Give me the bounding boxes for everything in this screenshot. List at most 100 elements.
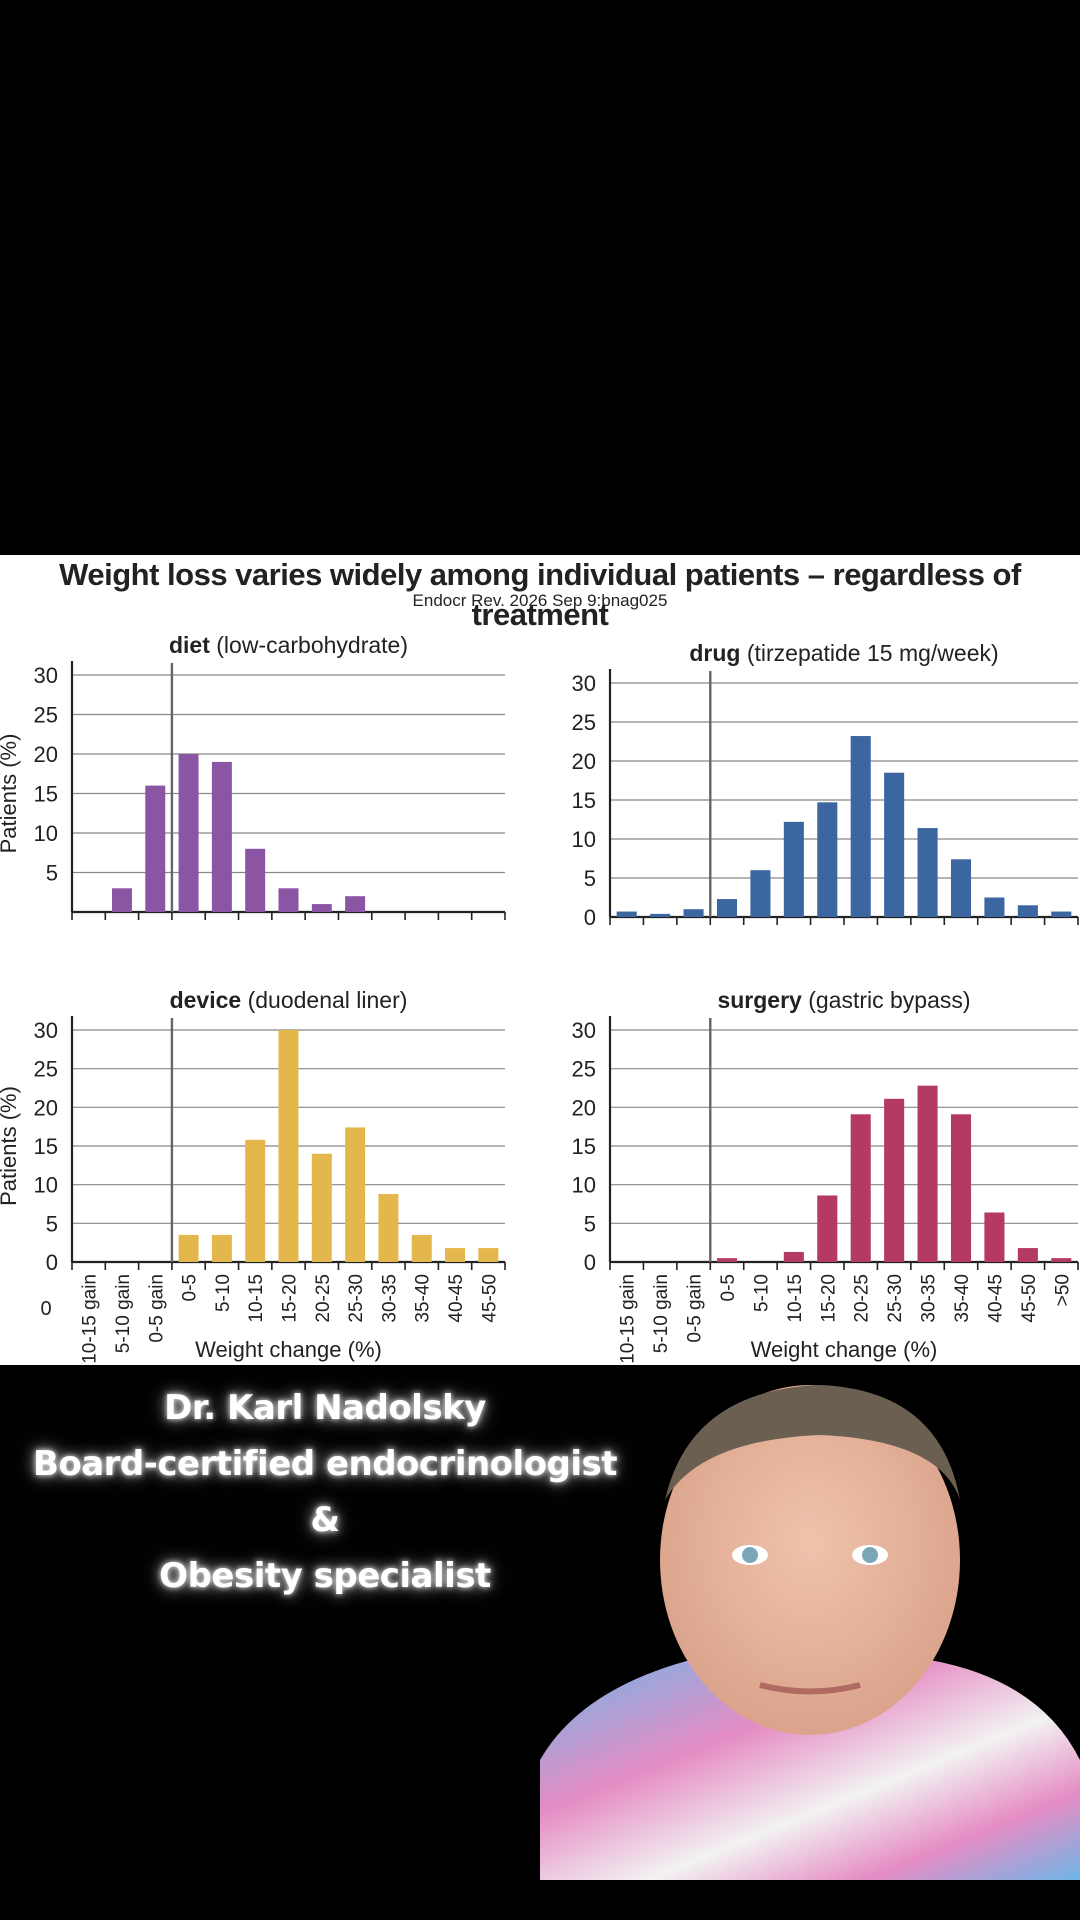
bar-20-25: [850, 1114, 871, 1262]
x-tick-label: 30-35: [379, 1274, 400, 1323]
x-tick-label: 25-30: [885, 1274, 906, 1323]
bar-5-10: [750, 870, 771, 917]
bar->50: [1051, 1258, 1072, 1262]
chart-panel-device: device (duodenal liner) 0 5 10 15 20 25 30 10-15…: [0, 987, 506, 1364]
bar-10-15: [245, 848, 266, 912]
x-tick-label: 40-45: [985, 1274, 1006, 1323]
bar-35-40: [950, 859, 972, 917]
bar-15-20: [278, 888, 299, 912]
bar-20-25: [850, 736, 871, 917]
caption-name: Dr. Karl Nadolsky: [164, 1388, 486, 1428]
y-tick-label: 20: [34, 742, 58, 767]
chart-panel-diet: diet (low-carbohydrate) 5 10 15 20 25 30 Patien…: [0, 632, 506, 920]
y-tick-label: 10: [34, 1173, 58, 1198]
caption-ampersand: &: [310, 1500, 340, 1540]
x-tick-label: 5-10 gain: [113, 1274, 134, 1353]
x-tick-label: 0-5: [180, 1274, 201, 1301]
y-tick-label: 25: [34, 1057, 58, 1082]
x-tick-label: 25-30: [346, 1274, 367, 1323]
y-tick-label: 30: [572, 1018, 596, 1043]
presenter-photo: [540, 1385, 1080, 1880]
x-tick-label: >50: [1052, 1274, 1073, 1306]
bar-0-5 gain: [683, 909, 704, 917]
x-tick-label: 35-40: [413, 1274, 434, 1323]
y-tick-label: 5: [584, 1211, 596, 1236]
figure-title: Weight loss varies widely among individu…: [59, 557, 1021, 632]
bar-10-15: [245, 1139, 266, 1262]
bar-10-15: [783, 821, 804, 917]
y-tick-label: 15: [572, 1134, 596, 1159]
x-axis-label: Weight change (%): [195, 1337, 382, 1362]
mouth-shape: [759, 1682, 861, 1695]
bar-5-10 gain: [111, 888, 132, 912]
bar-45-50: [1017, 1248, 1038, 1262]
bar-25-30: [884, 1098, 905, 1262]
bar-0-5: [178, 1234, 199, 1262]
figure-citation: Endocr Rev. 2026 Sep 9:bnag025: [412, 591, 668, 610]
y-tick-label: 20: [572, 749, 596, 774]
bar-35-40: [950, 1114, 972, 1262]
bar-20-25: [311, 904, 332, 912]
face-shape: [660, 1385, 960, 1735]
bar-0-5: [178, 754, 199, 912]
y-tick-label: 25: [572, 1057, 596, 1082]
bar-40-45: [984, 1212, 1005, 1262]
panel-title: device (duodenal liner): [170, 987, 408, 1013]
x-axis-label: Weight change (%): [751, 1337, 938, 1362]
bar-45-50: [478, 1248, 499, 1262]
x-tick-label: 0-5 gain: [685, 1274, 706, 1343]
y-tick-label: 25: [572, 710, 596, 735]
bar-30-35: [378, 1193, 399, 1262]
y-tick-label: 25: [34, 703, 58, 728]
bar-0-5 gain: [145, 785, 166, 912]
y-tick-label: 15: [34, 1134, 58, 1159]
caption-title: Board-certified endocrinologist: [32, 1444, 618, 1484]
y-tick-label: 30: [34, 663, 58, 688]
panel-title: drug (tirzepatide 15 mg/week): [689, 640, 998, 666]
y-axis-label: Patients (%): [0, 734, 21, 854]
bar-15-20: [817, 1195, 838, 1262]
y-tick-label: 0: [584, 1250, 596, 1275]
y-tick-label: 15: [34, 782, 58, 807]
bar-5-10: [211, 1234, 232, 1262]
x-tick-label: 35-40: [952, 1274, 973, 1323]
bar-25-30: [345, 1127, 366, 1262]
y-tick-label: 10: [34, 821, 58, 846]
y-tick-label: 5: [46, 1211, 58, 1236]
chart-figure: Weight loss varies widely among individu…: [0, 555, 1080, 1365]
charts-svg: 0 diet (low-carbohydrate) 5 10 15 20 25 30 Pati…: [0, 632, 1079, 1364]
y-tick-label: 20: [34, 1095, 58, 1120]
y-tick-label: 20: [572, 1095, 596, 1120]
x-tick-label: 10-15: [246, 1274, 267, 1323]
y-axis-label: Patients (%): [0, 1086, 21, 1206]
x-tick-label: 45-50: [479, 1274, 500, 1323]
x-tick-label: 5-10 gain: [651, 1274, 672, 1353]
bar-20-25: [311, 1153, 332, 1262]
x-tick-label: 10-15 gain: [618, 1274, 639, 1364]
bar-40-45: [984, 897, 1005, 917]
x-tick-label: 0-5 gain: [146, 1274, 167, 1343]
x-tick-label: 40-45: [446, 1274, 467, 1323]
bar-30-35: [917, 828, 938, 917]
x-tick-label: 10-15 gain: [80, 1274, 101, 1364]
bar-25-30: [884, 772, 905, 917]
x-tick-label: 0-5: [718, 1274, 739, 1301]
chart-panel-drug: drug (tirzepatide 15 mg/week) 0 5 10 15 20 25 3…: [572, 640, 1079, 930]
y-tick-label: 10: [572, 1173, 596, 1198]
x-tick-label: 30-35: [919, 1274, 940, 1323]
bar-0-5: [716, 1258, 738, 1262]
y-tick-label: 5: [584, 866, 596, 891]
hair-shape: [665, 1385, 960, 1500]
bar-0-5: [716, 899, 738, 917]
bar-10-15: [783, 1251, 804, 1262]
y-tick-label: 0: [584, 905, 596, 930]
x-tick-label: 5-10: [213, 1274, 234, 1312]
caption-specialty: Obesity specialist: [159, 1556, 491, 1596]
y-tick-label: 15: [572, 788, 596, 813]
bar-25-30: [345, 896, 366, 912]
bar-5-10 gain: [650, 913, 671, 917]
x-tick-label: 20-25: [313, 1274, 334, 1323]
panel-title: surgery (gastric bypass): [717, 987, 970, 1013]
x-tick-label: 45-50: [1019, 1274, 1040, 1323]
bar-15-20: [817, 802, 838, 917]
